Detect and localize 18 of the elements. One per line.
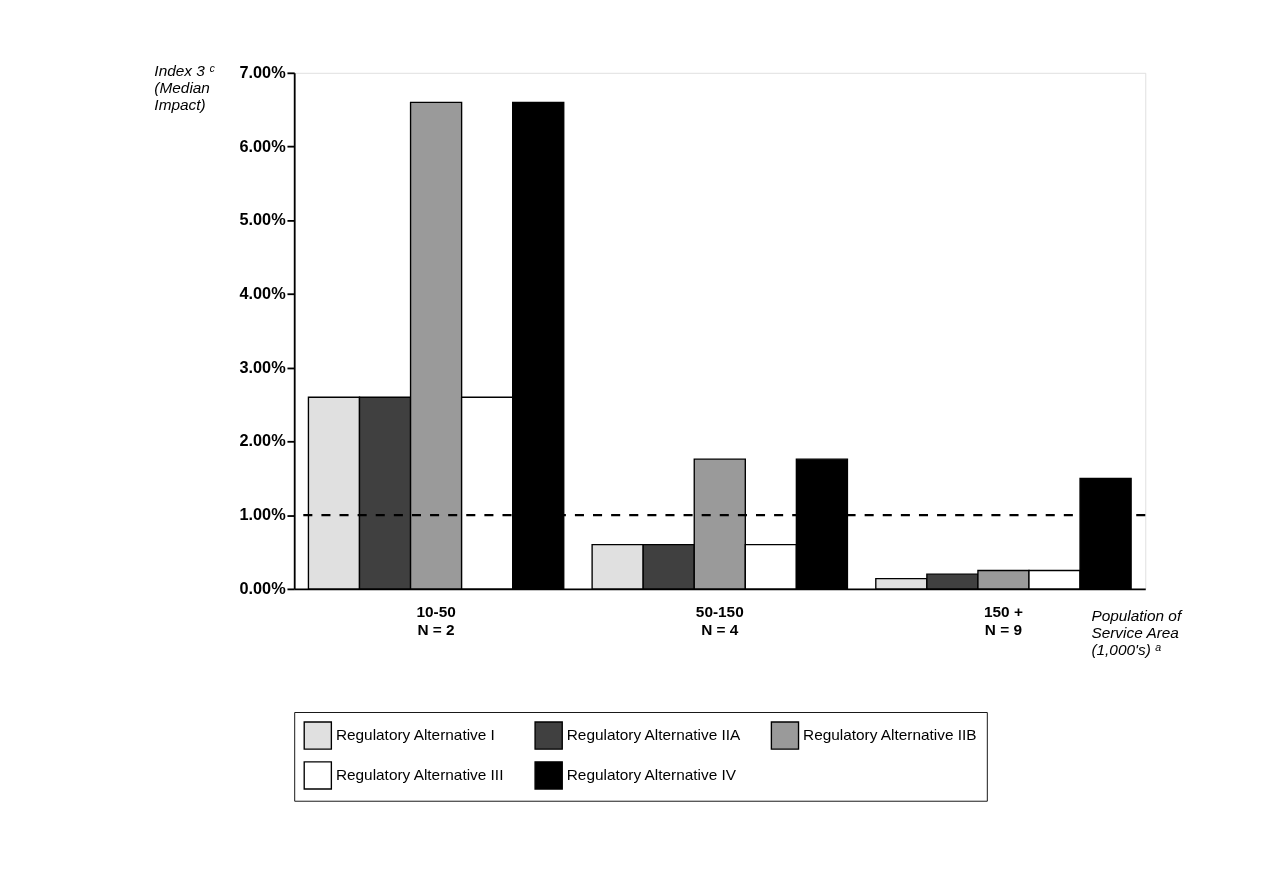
y-tick-label: 4.00% xyxy=(239,284,287,303)
x-axis-title: Population of Service Area (1,000's) ᵃ xyxy=(1091,607,1183,659)
legend-label: Regulatory Alternative I xyxy=(335,726,495,744)
x-tick-label: 150 + N = 9 xyxy=(984,603,1023,638)
x-tick-label: 10-50 N = 2 xyxy=(416,603,456,638)
y-tick-label: 7.00% xyxy=(239,62,287,81)
x-tick-label: 50-150 N = 4 xyxy=(695,603,744,638)
y-tick-label: 2.00% xyxy=(239,431,287,450)
legend-label: Regulatory Alternative IV xyxy=(566,765,737,783)
y-tick-label: 3.00% xyxy=(239,357,287,376)
y-tick-label: 1.00% xyxy=(239,505,287,524)
y-tick-label: 6.00% xyxy=(239,136,287,155)
legend-label: Regulatory Alternative IIB xyxy=(803,726,977,744)
legend-label: Regulatory Alternative IIA xyxy=(566,726,741,744)
y-tick-label: 0.00% xyxy=(239,578,287,597)
legend-label: Regulatory Alternative III xyxy=(335,765,504,783)
y-axis-title: Index 3 ᶜ (Median Impact) xyxy=(154,62,216,114)
y-tick-label: 5.00% xyxy=(239,210,287,229)
